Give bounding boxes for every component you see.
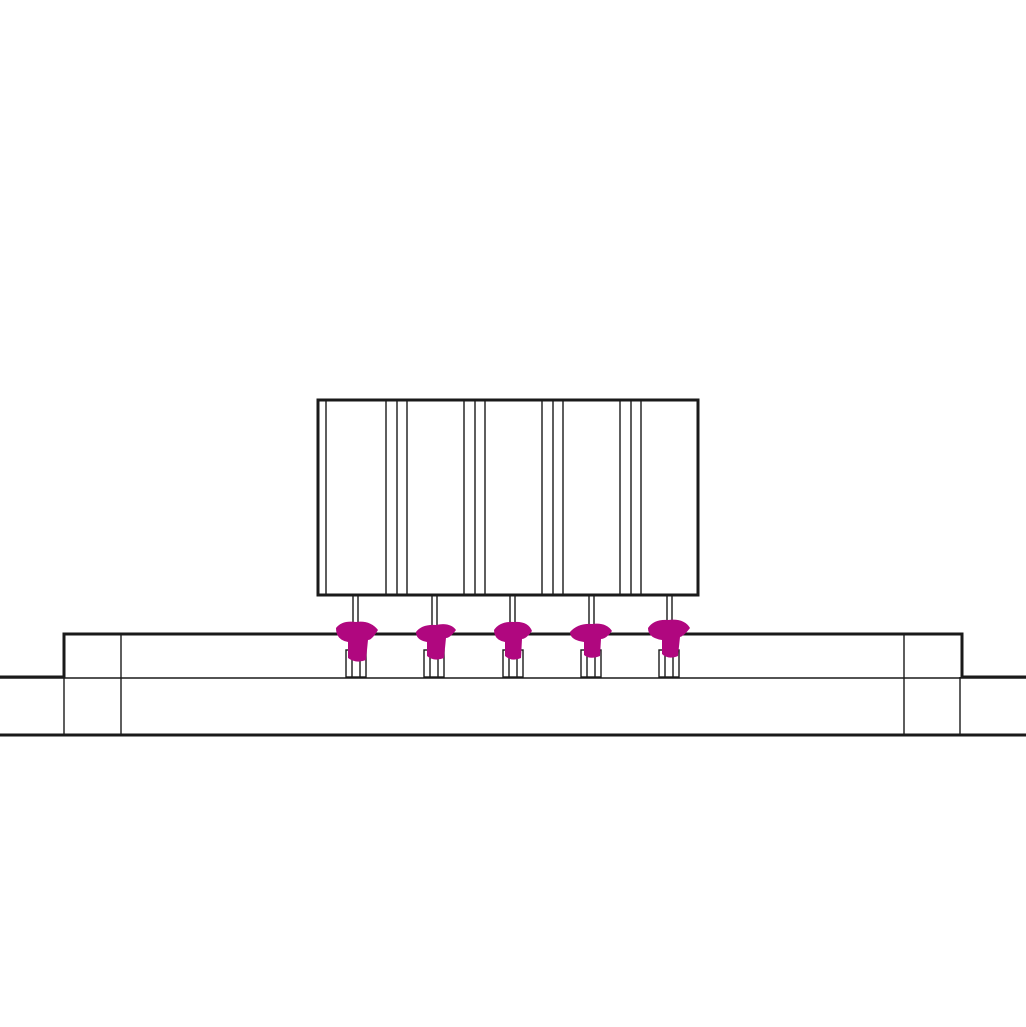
component-outline [316, 398, 700, 597]
pin-assembly-5 [648, 595, 690, 678]
pin-assembly-4 [570, 595, 612, 678]
pin-assembly-1 [336, 595, 378, 678]
solder-blob-icon [648, 619, 690, 658]
solder-blob-icon [570, 623, 612, 658]
component-ribs [325, 400, 642, 595]
solder-blob-icon [494, 621, 532, 660]
component-body [316, 398, 700, 597]
pins-and-joints [336, 595, 690, 678]
solder-blob-icon [416, 624, 456, 660]
pin-assembly-2 [416, 595, 456, 678]
pin-assembly-3 [494, 595, 532, 678]
solder-blob-icon [336, 621, 378, 662]
